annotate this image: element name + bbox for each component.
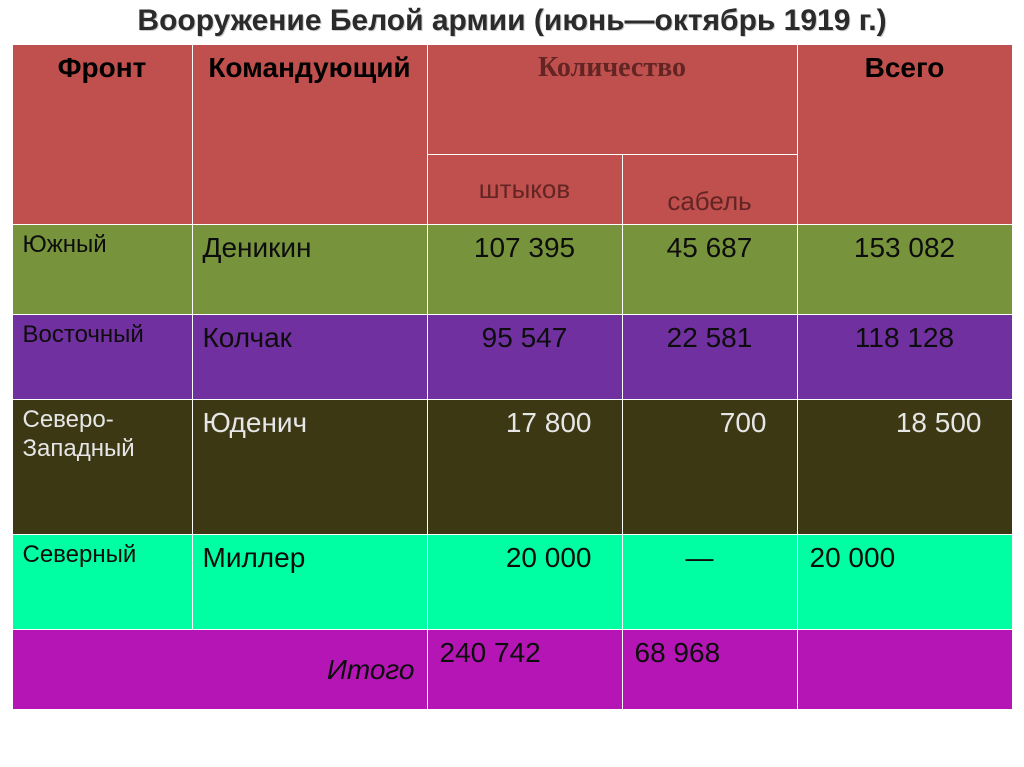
cell-commander: Юденич — [192, 400, 427, 535]
cell-sabers: 22 581 — [622, 315, 797, 400]
cell-total: 118 128 — [797, 315, 1012, 400]
cell-front: Северо-Западный — [12, 400, 192, 535]
col-sabers: сабель — [622, 155, 797, 225]
cell-total: 20 000 — [797, 535, 1012, 630]
cell-itogo-total — [797, 630, 1012, 710]
cell-commander: Колчак — [192, 315, 427, 400]
table-row: Южный Деникин 107 395 45 687 153 082 — [12, 225, 1012, 315]
cell-bayonets: 17 800 — [427, 400, 622, 535]
page-title: Вооружение Белой армии (июнь—октябрь 191… — [0, 0, 1024, 44]
table-row: Восточный Колчак 95 547 22 581 118 128 — [12, 315, 1012, 400]
cell-sabers: — — [622, 535, 797, 630]
col-bayonets: штыков — [427, 155, 622, 225]
cell-bayonets: 107 395 — [427, 225, 622, 315]
col-commander: Командующий — [192, 45, 427, 225]
cell-sabers: 45 687 — [622, 225, 797, 315]
cell-itogo-bayonets: 240 742 — [427, 630, 622, 710]
cell-front: Южный — [12, 225, 192, 315]
cell-itogo-sabers: 68 968 — [622, 630, 797, 710]
cell-sabers: 700 — [622, 400, 797, 535]
table-row: Северо-Западный Юденич 17 800 700 18 500 — [12, 400, 1012, 535]
cell-bayonets: 20 000 — [427, 535, 622, 630]
col-total: Всего — [797, 45, 1012, 225]
table-row: Северный Миллер 20 000 — 20 000 — [12, 535, 1012, 630]
cell-bayonets: 95 547 — [427, 315, 622, 400]
cell-itogo-label: Итого — [12, 630, 427, 710]
cell-front: Восточный — [12, 315, 192, 400]
col-quantity: Количество — [427, 45, 797, 155]
cell-commander: Деникин — [192, 225, 427, 315]
cell-front: Северный — [12, 535, 192, 630]
col-front: Фронт — [12, 45, 192, 225]
cell-commander: Миллер — [192, 535, 427, 630]
cell-total: 153 082 — [797, 225, 1012, 315]
table-row-footer: Итого 240 742 68 968 — [12, 630, 1012, 710]
armament-table: Фронт Командующий Количество Всего штыко… — [12, 44, 1013, 710]
cell-total: 18 500 — [797, 400, 1012, 535]
